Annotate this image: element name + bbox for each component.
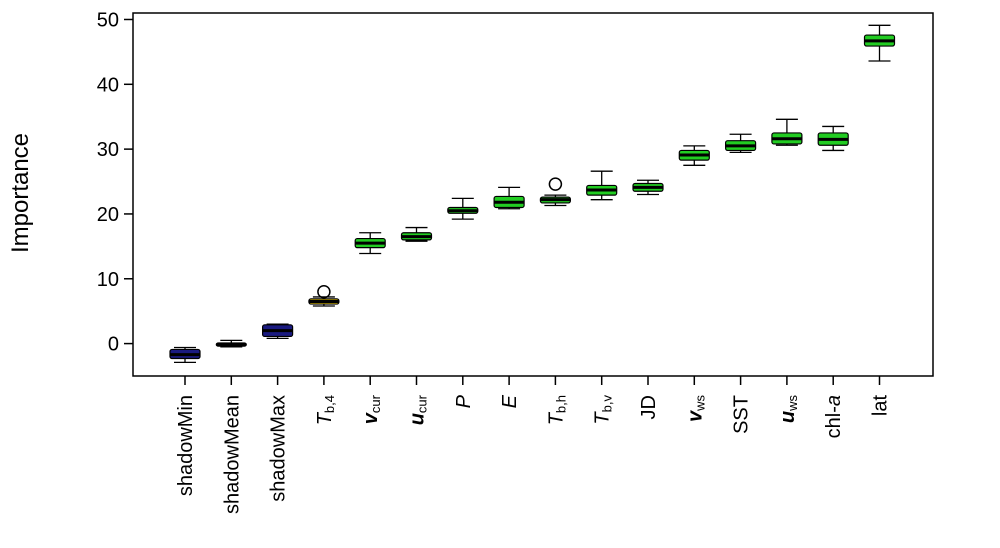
x-label-text: P [453, 394, 475, 408]
plot-frame [132, 12, 934, 377]
x-label-text: JD [638, 395, 660, 419]
x-tick-label-4: vcur [360, 394, 383, 424]
x-label-text: shadowMax [268, 395, 290, 502]
x-label-base: v [684, 409, 706, 422]
x-label-base: T [592, 411, 614, 425]
x-label-subscript: ws [692, 395, 707, 412]
x-tick-label-2: shadowMax [268, 395, 290, 502]
x-tick-label-1: shadowMean [221, 395, 243, 514]
x-tick-label-11: vws [684, 395, 707, 423]
x-label-text: chl- [823, 406, 845, 438]
x-label-text: lat [870, 395, 892, 417]
box-outlier-0 [317, 284, 331, 299]
x-tick-label-7: E [499, 394, 521, 408]
box-6 [447, 197, 479, 220]
y-tick-label-40: 40 [97, 74, 119, 96]
y-tick-label-50: 50 [97, 9, 119, 31]
x-tick-label-13: uws [777, 395, 800, 424]
box-7 [493, 186, 525, 210]
x-label-subscript: b,4 [322, 395, 337, 413]
boxes-group [169, 24, 896, 364]
x-label-text: shadowMean [221, 395, 243, 514]
box-11 [678, 145, 710, 166]
box-8 [539, 177, 572, 207]
x-tick-label-0: shadowMin [175, 395, 197, 496]
x-label-suffix: a [823, 395, 845, 406]
x-label-base: T [314, 411, 336, 425]
y-tick-label-30: 30 [97, 139, 119, 161]
box-3 [308, 284, 340, 307]
x-label-subscript: cur [368, 394, 383, 413]
x-label-text: E [499, 394, 521, 408]
x-tick-label-5: ucur [407, 394, 430, 425]
box-10 [632, 179, 664, 196]
box-12 [724, 133, 757, 154]
x-tick-label-8: Tb,h [545, 395, 568, 425]
x-tick-label-6: P [453, 394, 475, 408]
y-tick-label-20: 20 [97, 204, 119, 226]
box-0 [169, 346, 201, 364]
x-tick-label-14: chl-a [823, 395, 845, 438]
box-4 [354, 232, 386, 255]
x-label-text: shadowMin [175, 395, 197, 496]
box-1 [215, 339, 247, 348]
x-tick-label-15: lat [870, 395, 892, 417]
x-tick-label-3: Tb,4 [314, 395, 337, 425]
box-5 [400, 226, 433, 242]
box-14 [817, 125, 849, 152]
x-label-base: T [545, 411, 567, 425]
x-tick-label-9: Tb,v [592, 395, 615, 425]
x-label-base: u [777, 411, 799, 423]
x-label-subscript: cur [415, 394, 430, 413]
box-15 [863, 24, 896, 62]
x-label-base: u [407, 413, 429, 425]
y-axis-label: Importance [7, 133, 34, 253]
box-outlier-0 [548, 177, 563, 191]
x-label-subscript: b,h [553, 395, 568, 413]
y-tick-label-0: 0 [108, 334, 119, 356]
y-tick-label-10: 10 [97, 269, 119, 291]
x-label-text: SST [731, 395, 753, 434]
x-label-subscript: ws [785, 395, 800, 412]
y-axis: 0 10 20 30 40 50 [97, 9, 133, 356]
x-tick-label-12: SST [731, 395, 753, 434]
x-axis: shadowMin shadowMean shadowMax Tb,4vcurucur… [175, 376, 892, 514]
box-9 [586, 170, 618, 201]
x-label-subscript: b,v [600, 395, 615, 413]
x-tick-label-10: JD [638, 395, 660, 419]
box-2 [262, 323, 294, 340]
box-13 [771, 118, 803, 146]
x-label-base: v [360, 411, 382, 424]
